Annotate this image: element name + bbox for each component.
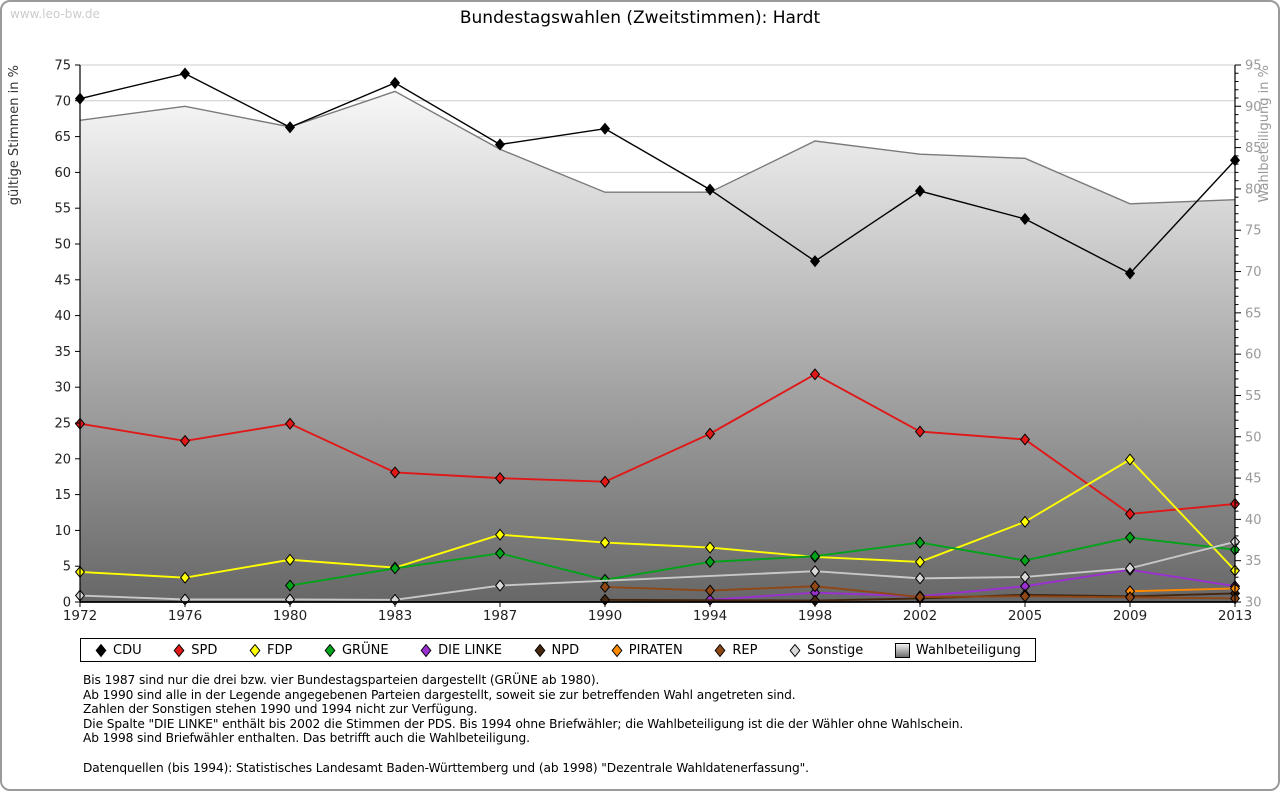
x-tick-label: 2005 [1008,608,1042,624]
legend-label: Wahlbeteiligung [915,642,1021,658]
left-tick-label: 60 [54,166,71,181]
legend-item-npd: NPD [534,642,580,658]
right-tick-label: 50 [1245,430,1262,445]
right-tick-label: 75 [1245,224,1262,239]
footnote-line: Die Spalte "DIE LINKE" enthält bis 2002 … [83,716,964,731]
legend-label: CDU [113,642,142,658]
series-markers-REP [599,580,1241,605]
legend-marker-icon [249,643,261,657]
x-tick-label: 2013 [1218,608,1252,624]
legend-label: Sonstige [807,642,864,658]
right-tick-label: 80 [1245,182,1262,197]
right-tick-label: 45 [1245,472,1262,487]
legend-marker-icon [420,643,432,657]
series-line-Sonstige [79,540,1236,601]
turnout-edge [79,90,1236,205]
footnote-line [83,746,963,761]
turnout-area [80,91,1235,602]
x-tick-label: 1990 [588,608,622,624]
legend-item-rep: REP [714,643,757,658]
legend-item-grüne: GRÜNE [324,643,389,658]
x-tick-label: 1987 [483,608,517,624]
left-tick-label: 45 [54,273,71,288]
series-markers-CDU [74,67,1241,280]
left-tick-label: 0 [63,596,71,611]
right-tick-label: 40 [1245,513,1262,528]
election-line-chart: 0 5 10 15 20 25 30 35 40 45 50 55 60 65 70 75 30 35 40 45 50… [2,2,1278,632]
left-tick-label: 40 [54,309,71,324]
left-tick-label: 65 [54,130,71,145]
left-tick-label: 35 [54,345,71,360]
legend-label: REP [732,642,758,658]
legend-item-die-linke: DIE LINKE [420,643,502,658]
x-tick-label: 1998 [798,608,832,624]
chart-svg: 0 5 10 15 20 25 30 35 40 45 50 55 60 65 70 75 30 35 40 45 50… [7,59,1272,625]
legend-label: SPD [191,642,218,658]
legend-item-spd: SPD [173,643,217,658]
left-tick-label: 55 [54,202,71,217]
right-tick-label: 95 [1245,59,1262,74]
left-tick-label: 30 [54,381,71,396]
legend-marker-icon [789,643,801,657]
left-tick-label: 15 [54,488,71,503]
legend-label: NPD [551,642,580,658]
legend-marker-icon [95,643,107,657]
footnote-line: Zahlen der Sonstigen stehen 1990 und 199… [83,702,478,717]
series-line-CDU [79,72,1236,275]
footnote-line: Ab 1998 sind Briefwähler enthalten. Das … [83,731,530,746]
footnote-line: Datenquellen (bis 1994): Statistisches L… [83,760,809,775]
watermark: www.leo-bw.de [10,7,100,21]
legend-item-sonstige: Sonstige [789,643,863,658]
legend-marker-icon [611,643,623,657]
left-tick-label: 20 [54,452,71,467]
legend-label: FDP [267,642,293,658]
left-axis-title: gültige Stimmen in % [7,65,22,205]
left-tick-label: 70 [54,94,71,109]
legend-marker-icon [534,643,545,657]
x-tick-label: 1994 [693,608,727,624]
right-tick-label: 70 [1245,265,1262,280]
legend-marker-icon [173,643,185,657]
x-tick-label: 2009 [1113,608,1147,624]
right-tick-label: 55 [1245,389,1262,404]
x-tick-label: 2002 [903,608,937,624]
chart-footnotes: Bis 1987 sind nur die drei bzw. vier Bun… [83,673,963,775]
right-axis-title: Wahlbeteiligung in % [1257,65,1272,202]
series-line-DIE LINKE [709,568,1236,601]
legend-marker-turnout [894,642,910,658]
footnote-line: Bis 1987 sind nur die drei bzw. vier Bun… [83,673,600,687]
left-tick-label: 5 [63,560,71,575]
footnote-line: Ab 1990 sind alle in der Legende angegeb… [83,687,796,702]
series-line-SPD [79,373,1236,515]
x-tick-label: 1972 [63,608,97,624]
legend-label: PIRATEN [628,642,683,658]
chart-title: Bundestagswahlen (Zweitstimmen): Hardt [459,8,821,28]
left-tick-label: 10 [54,524,71,539]
legend-label: GRÜNE [341,642,389,658]
series-line-FDP [79,458,1236,579]
legend-item-wahlbeteiligung: Wahlbeteiligung [894,642,1021,658]
left-tick-label: 75 [54,59,71,74]
left-tick-label: 50 [54,238,71,253]
legend-item-fdp: FDP [249,643,292,658]
series-line-GRÜNE [289,536,1236,587]
legend-marker-icon [324,643,336,657]
legend-item-cdu: CDU [95,643,142,658]
legend-item-piraten: PIRATEN [611,643,683,658]
x-tick-label: 1980 [273,608,307,624]
x-tick-label: 1976 [168,608,202,624]
right-tick-label: 85 [1245,141,1262,156]
chart-legend: CDU SPD FDP GRÜNE DIE LINKE NPD PIRATEN REP Sons… [80,638,1036,662]
right-tick-label: 30 [1245,596,1262,611]
right-tick-label: 90 [1245,100,1262,115]
series-line-PIRATEN [1129,587,1236,593]
right-tick-label: 65 [1245,306,1262,321]
legend-marker-icon [714,643,726,657]
right-tick-label: 35 [1245,554,1262,569]
legend-label: DIE LINKE [438,642,502,658]
left-tick-label: 25 [54,417,71,432]
right-tick-label: 60 [1245,348,1262,363]
x-tick-label: 1983 [378,608,412,624]
